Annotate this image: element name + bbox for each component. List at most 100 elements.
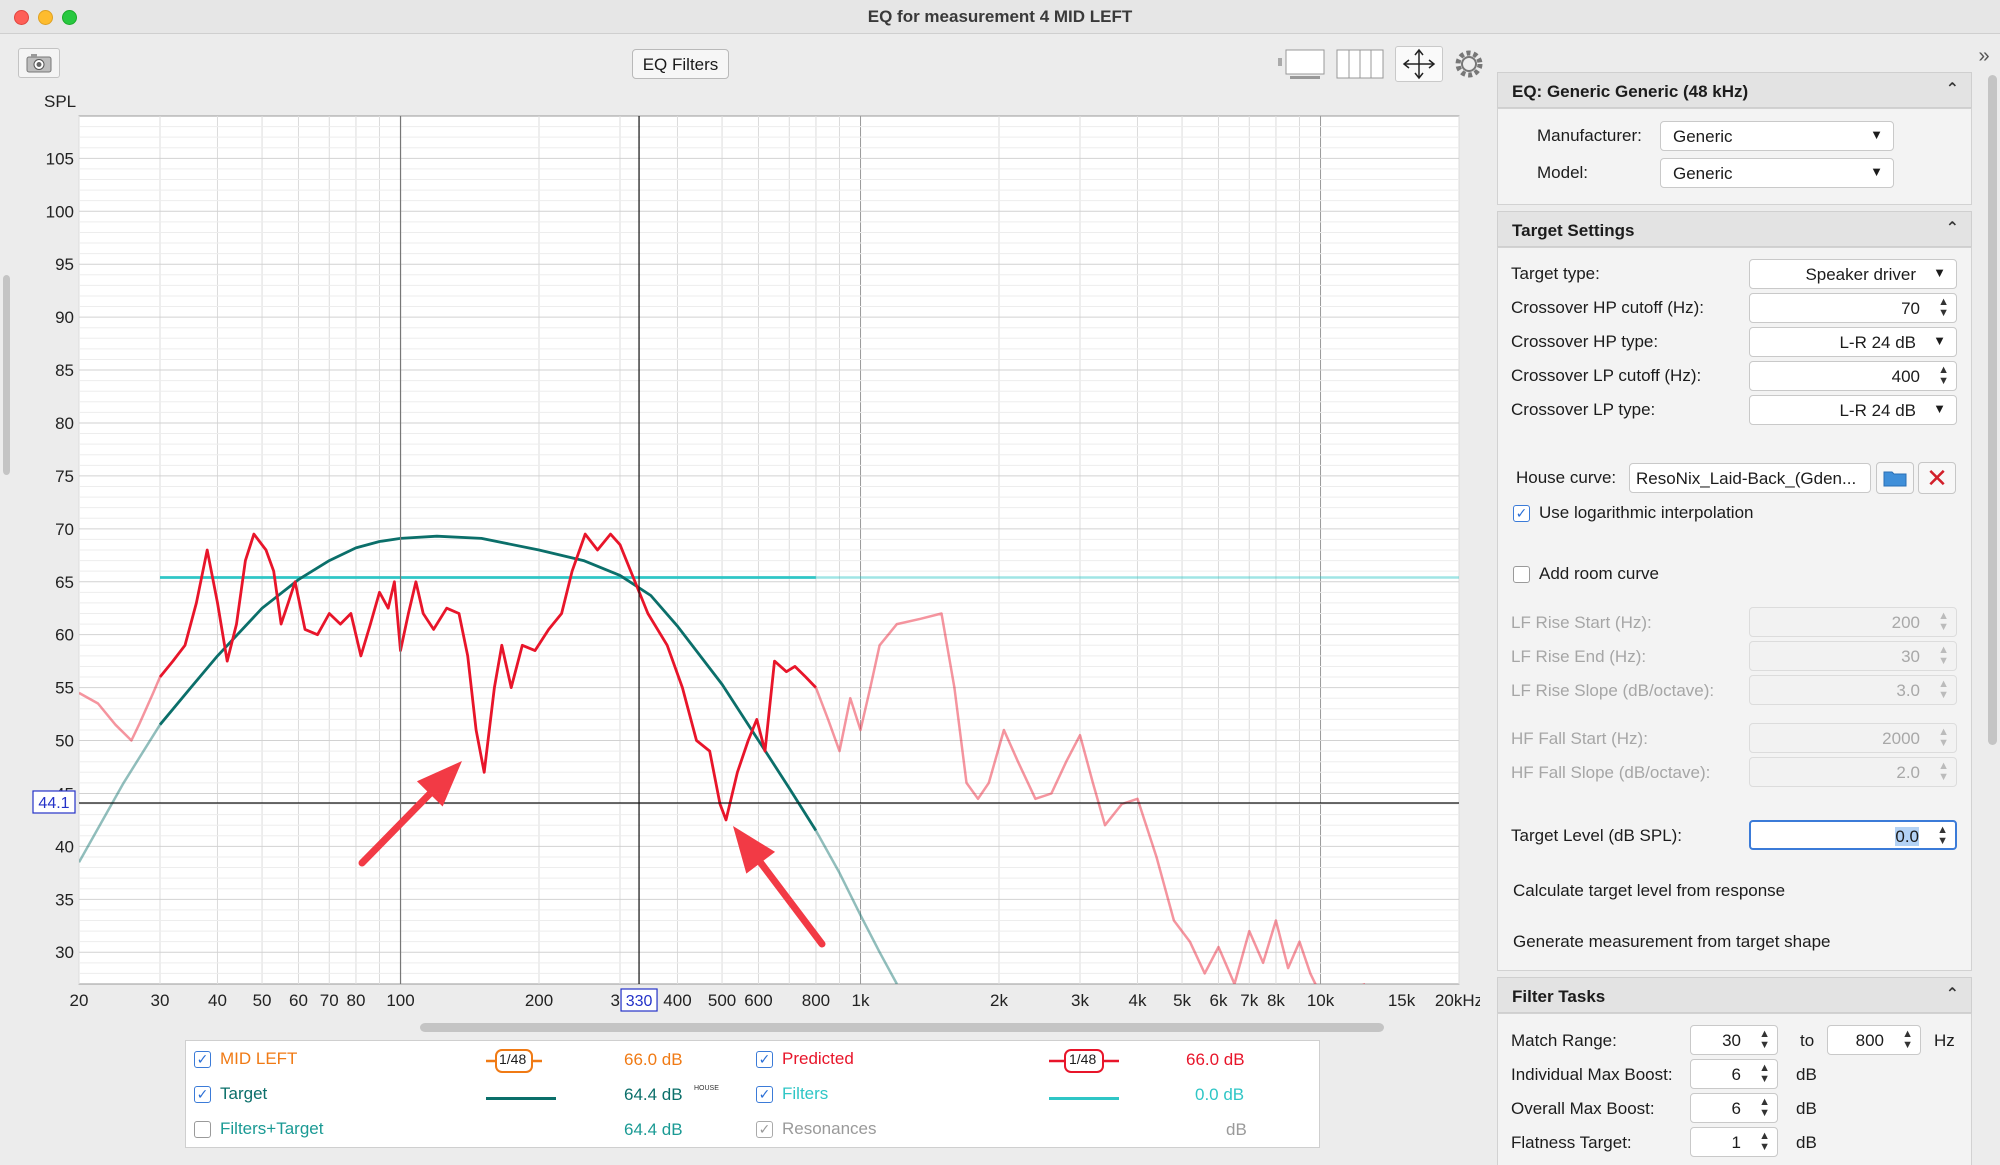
target-type-select[interactable]: Speaker driver ▼: [1749, 259, 1957, 289]
hf-fall-start-input[interactable]: 2000 ▲ ▼: [1749, 723, 1957, 753]
stepper-icon[interactable]: ▲ ▼: [1759, 1062, 1770, 1085]
match-range-label: Match Range:: [1511, 1031, 1617, 1050]
stepper-icon[interactable]: ▲ ▼: [1902, 1028, 1913, 1051]
split-view-icon[interactable]: [1335, 48, 1385, 80]
predicted-line-faint: [814, 612, 1366, 984]
match-from-value: 30: [1722, 1031, 1741, 1050]
match-from-input[interactable]: 30 ▲ ▼: [1690, 1025, 1778, 1055]
stepper-icon[interactable]: ▲ ▼: [1938, 678, 1949, 701]
settings-gear-icon[interactable]: [1452, 48, 1486, 80]
minimize-window-button[interactable]: [38, 10, 53, 25]
eq-response-chart[interactable]: 3035404550556065707580859095100105SPL203…: [0, 60, 1480, 1045]
target-checkbox[interactable]: ✓: [194, 1085, 211, 1103]
collapse-filter-tasks-icon[interactable]: ⌃: [1945, 986, 1959, 1003]
hf-fall-slope-input[interactable]: 2.0 ▲ ▼: [1749, 757, 1957, 787]
stepper-icon[interactable]: ▲ ▼: [1938, 364, 1949, 387]
cursor-y-label: 44.1: [38, 795, 69, 812]
overall-max-boost-input[interactable]: 6 ▲ ▼: [1690, 1093, 1778, 1123]
chevron-down-icon: ▼: [1933, 401, 1946, 416]
clear-house-curve-icon[interactable]: ✕: [1918, 462, 1956, 494]
eq-section-header[interactable]: EQ: Generic Generic (48 kHz) ⌃: [1497, 72, 1972, 108]
folder-icon[interactable]: [1876, 462, 1914, 494]
resonances-checkbox[interactable]: ✓: [756, 1120, 773, 1138]
target-level-value: 0.0: [1895, 827, 1919, 846]
flatness-target-input[interactable]: 1 ▲ ▼: [1690, 1127, 1778, 1157]
overall-max-boost-label: Overall Max Boost:: [1511, 1099, 1655, 1118]
target-line-faint: [79, 724, 162, 863]
panel-scrollbar[interactable]: [1988, 75, 1997, 745]
x-tick-label: 15k: [1388, 991, 1416, 1010]
hp-type-select[interactable]: L-R 24 dB ▼: [1749, 327, 1957, 357]
house-curve-field[interactable]: ResoNix_Laid-Back_(Gden...: [1629, 463, 1871, 493]
predicted-smoothing-badge[interactable]: 1/48: [1049, 1049, 1119, 1073]
legend-predicted[interactable]: ✓ Predicted: [756, 1049, 854, 1069]
lp-type-select[interactable]: L-R 24 dB ▼: [1749, 395, 1957, 425]
log-interpolation-toggle[interactable]: ✓ Use logarithmic interpolation: [1513, 503, 1754, 523]
camera-icon[interactable]: [18, 48, 60, 78]
filters-checkbox[interactable]: ✓: [756, 1085, 773, 1103]
match-to-value: 800: [1855, 1031, 1884, 1050]
stepper-icon[interactable]: ▲ ▼: [1937, 824, 1948, 847]
legend-filters-target[interactable]: Filters+Target: [194, 1119, 323, 1139]
hz-unit-label: Hz: [1934, 1031, 1955, 1050]
model-select[interactable]: Generic ▼: [1660, 158, 1894, 188]
filter-tasks-header[interactable]: Filter Tasks ⌃: [1497, 977, 1972, 1013]
mid-left-smoothing-badge[interactable]: 1/48: [486, 1049, 542, 1073]
manufacturer-select[interactable]: Generic ▼: [1660, 121, 1894, 151]
expand-panel-icon[interactable]: »: [1978, 44, 1990, 67]
x-tick-label: 10k: [1307, 991, 1335, 1010]
close-window-button[interactable]: [14, 10, 29, 25]
match-to-input[interactable]: 800 ▲ ▼: [1827, 1025, 1921, 1055]
stepper-icon[interactable]: ▲ ▼: [1938, 610, 1949, 633]
annotation-arrow-right-shaft: [757, 859, 826, 948]
stepper-icon[interactable]: ▲ ▼: [1938, 296, 1949, 319]
y-tick-label: 65: [55, 573, 74, 592]
legend-resonances[interactable]: ✓ Resonances: [756, 1119, 877, 1139]
generate-measurement-button[interactable]: Generate measurement from target shape: [1513, 932, 1831, 951]
eq-filters-button[interactable]: EQ Filters: [632, 49, 729, 79]
series-group: [79, 532, 1459, 984]
room-curve-checkbox[interactable]: [1513, 565, 1530, 583]
lf-rise-end-input[interactable]: 30 ▲ ▼: [1749, 641, 1957, 671]
lp-cutoff-input[interactable]: 400 ▲ ▼: [1749, 361, 1957, 391]
log-interpolation-checkbox[interactable]: ✓: [1513, 504, 1530, 522]
collapse-eq-icon[interactable]: ⌃: [1945, 81, 1959, 98]
stepper-icon[interactable]: ▲ ▼: [1938, 726, 1949, 749]
hp-cutoff-input[interactable]: 70 ▲ ▼: [1749, 293, 1957, 323]
cursor-x-badge: [620, 988, 658, 1012]
y-tick-label: 70: [55, 520, 74, 539]
stepper-icon[interactable]: ▲ ▼: [1938, 760, 1949, 783]
calculate-target-level-button[interactable]: Calculate target level from response: [1513, 881, 1786, 900]
mid-left-checkbox[interactable]: ✓: [194, 1050, 211, 1068]
x-tick-label: 100: [386, 991, 414, 1010]
fit-axes-icon[interactable]: [1395, 46, 1443, 82]
filters-target-checkbox[interactable]: [194, 1120, 211, 1138]
y-tick-label: 90: [55, 308, 74, 327]
legend-filters[interactable]: ✓ Filters: [756, 1084, 828, 1104]
legend-target[interactable]: ✓ Target: [194, 1084, 267, 1104]
y-tick-label: 55: [55, 679, 74, 698]
y-tick-label: 40: [55, 837, 74, 856]
stepper-icon[interactable]: ▲ ▼: [1759, 1096, 1770, 1119]
maximize-window-button[interactable]: [62, 10, 77, 25]
room-curve-toggle[interactable]: Add room curve: [1513, 564, 1659, 584]
legend-mid-left[interactable]: ✓ MID LEFT: [194, 1049, 297, 1069]
lf-rise-slope-value: 3.0: [1896, 681, 1920, 700]
target-level-input[interactable]: 0.0 ▲ ▼: [1749, 820, 1957, 850]
predicted-checkbox[interactable]: ✓: [756, 1050, 773, 1068]
stepper-icon[interactable]: ▲ ▼: [1759, 1130, 1770, 1153]
x-tick-label: 20: [70, 991, 89, 1010]
target-settings-header[interactable]: Target Settings ⌃: [1497, 211, 1972, 247]
to-label: to: [1800, 1031, 1815, 1050]
lf-rise-start-input[interactable]: 200 ▲ ▼: [1749, 607, 1957, 637]
single-view-icon[interactable]: [1275, 48, 1327, 80]
lf-rise-slope-input[interactable]: 3.0 ▲ ▼: [1749, 675, 1957, 705]
individual-max-boost-input[interactable]: 6 ▲ ▼: [1690, 1059, 1778, 1089]
collapse-target-icon[interactable]: ⌃: [1945, 220, 1959, 237]
stepper-icon[interactable]: ▲ ▼: [1938, 644, 1949, 667]
lp-type-value: L-R 24 dB: [1839, 401, 1916, 420]
stepper-icon[interactable]: ▲ ▼: [1759, 1028, 1770, 1051]
hp-cutoff-label: Crossover HP cutoff (Hz):: [1511, 298, 1705, 317]
predicted-value: 66.0 dB: [1186, 1050, 1245, 1069]
hp-type-value: L-R 24 dB: [1839, 333, 1916, 352]
